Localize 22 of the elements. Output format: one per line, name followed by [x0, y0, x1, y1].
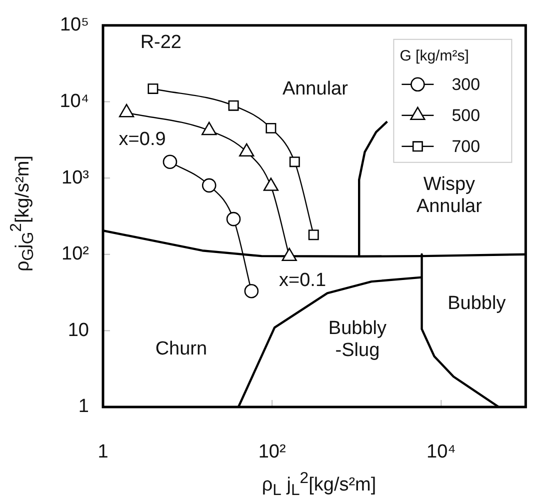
x-tick-label: 10⁴ — [426, 442, 456, 463]
legend-title: G [kg/m²s] — [400, 48, 469, 65]
annotation: x=0.1 — [279, 270, 326, 291]
x-axis-title: ρ$_{L}$ j$_{L}$$^{2}$[kg/s²m] — [260, 470, 378, 500]
legend-label: 300 — [452, 75, 480, 94]
legend-label: 700 — [452, 137, 480, 156]
annotation: x=0.9 — [118, 129, 166, 150]
x-tick-label: 1 — [98, 442, 108, 463]
annotation: R-22 — [140, 32, 182, 53]
y-tick-label: 10² — [62, 244, 89, 265]
annotation: Churn — [155, 338, 208, 360]
annotation: Bubbly -Slug — [328, 318, 388, 362]
annotation: Wispy Annular — [416, 174, 483, 218]
y-tick-label: 10⁴ — [60, 90, 89, 112]
y-tick-label: 10³ — [62, 167, 89, 188]
y-tick-label: 10⁵ — [60, 14, 89, 36]
legend-label: 500 — [452, 106, 480, 126]
y-tick-label: 10 — [68, 320, 89, 341]
x-tick-label: 10² — [258, 442, 286, 463]
y-tick-label: 1 — [78, 396, 89, 418]
annotation: Bubbly — [448, 292, 506, 314]
annotation: Annular — [282, 78, 349, 100]
